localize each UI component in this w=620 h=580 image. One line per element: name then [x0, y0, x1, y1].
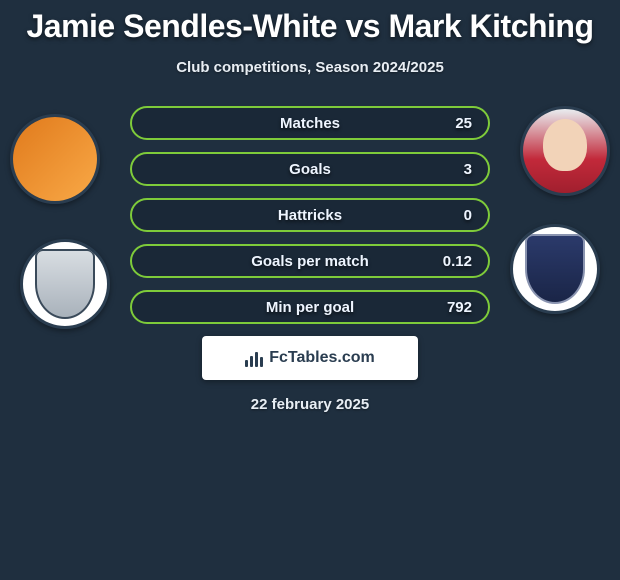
stat-value: 0 [464, 207, 472, 224]
club-right-badge [510, 224, 600, 314]
club-left-badge [20, 239, 110, 329]
brand-chart-icon [245, 349, 263, 367]
player-left-avatar [10, 114, 100, 204]
stat-row-goals: Goals 3 [130, 152, 490, 186]
stat-bars: Matches 25 Goals 3 Hattricks 0 Goals per… [130, 106, 490, 324]
stat-label: Matches [280, 115, 340, 132]
stat-value: 25 [455, 115, 472, 132]
player-right-image [523, 109, 607, 193]
snapshot-date: 22 february 2025 [10, 396, 610, 413]
page-subtitle: Club competitions, Season 2024/2025 [0, 59, 620, 76]
stat-label: Goals [289, 161, 331, 178]
player-left-image [13, 117, 97, 201]
brand-box: FcTables.com [202, 336, 418, 380]
page-title: Jamie Sendles-White vs Mark Kitching [0, 8, 620, 45]
stat-value: 3 [464, 161, 472, 178]
comparison-content: Matches 25 Goals 3 Hattricks 0 Goals per… [0, 106, 620, 413]
stat-value: 0.12 [443, 253, 472, 270]
stat-value: 792 [447, 299, 472, 316]
stat-row-goals-per-match: Goals per match 0.12 [130, 244, 490, 278]
stat-label: Min per goal [266, 299, 354, 316]
stat-label: Goals per match [251, 253, 369, 270]
stat-label: Hattricks [278, 207, 342, 224]
stat-row-min-per-goal: Min per goal 792 [130, 290, 490, 324]
brand-text: FcTables.com [269, 349, 375, 367]
player-right-avatar [520, 106, 610, 196]
stat-row-hattricks: Hattricks 0 [130, 198, 490, 232]
stat-row-matches: Matches 25 [130, 106, 490, 140]
